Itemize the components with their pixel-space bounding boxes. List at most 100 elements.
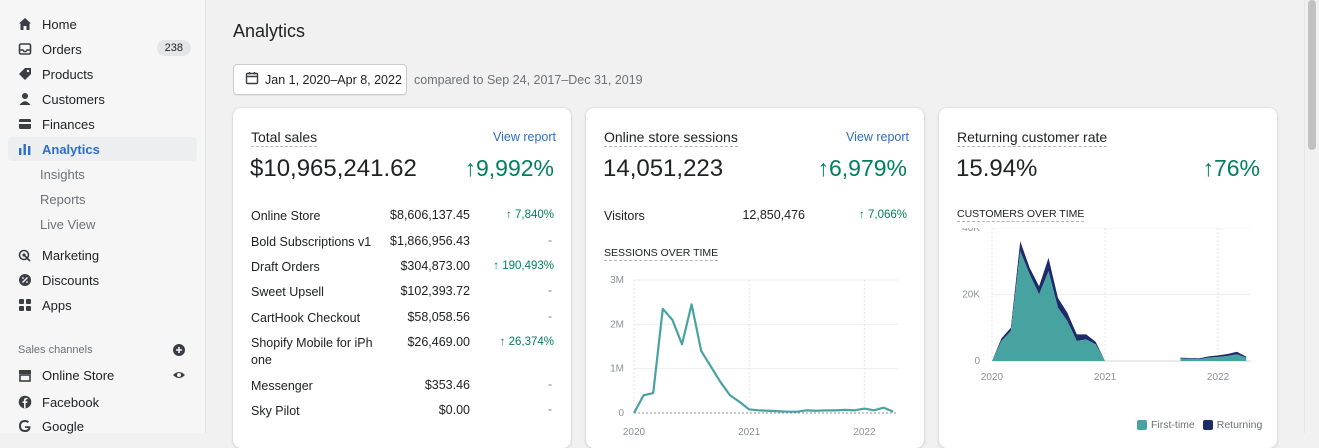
visitors-label: Visitors bbox=[604, 209, 645, 223]
google-icon bbox=[18, 419, 32, 433]
sales-channel-value: $1,866,956.43 bbox=[390, 234, 470, 248]
finances-icon bbox=[18, 117, 32, 131]
apps-icon bbox=[18, 298, 32, 312]
chart-legend: First-time Returning bbox=[1137, 419, 1262, 431]
sidebar-item-online-store[interactable]: Online Store bbox=[8, 363, 197, 387]
sessions-value: 14,051,223 bbox=[603, 155, 724, 182]
sales-channels-heading: Sales channels bbox=[18, 344, 93, 356]
sidebar-item-marketing[interactable]: Marketing bbox=[8, 243, 197, 267]
sessions-change: ↑6,979% bbox=[817, 155, 907, 181]
sessions-series-line bbox=[633, 303, 894, 414]
visitors-value: 12,850,476 bbox=[742, 208, 805, 222]
customers-icon bbox=[18, 92, 32, 106]
customers-over-time-chart: 0 20K 40K 2020 2021 2022 bbox=[962, 228, 1251, 383]
y-tick-label: 40K bbox=[962, 228, 980, 234]
sales-channel-change: - bbox=[548, 235, 552, 247]
discounts-icon bbox=[18, 273, 32, 287]
facebook-icon bbox=[18, 395, 32, 409]
eye-icon[interactable] bbox=[172, 368, 186, 382]
total-sales-card: Total sales View report $10,965,241.62 ↑… bbox=[233, 108, 571, 448]
sales-channel-label: CartHook Checkout bbox=[251, 311, 361, 325]
date-range-button[interactable]: Jan 1, 2020–Apr 8, 2022 bbox=[233, 64, 407, 95]
sessions-chart-title: SESSIONS OVER TIME bbox=[604, 247, 719, 261]
sales-channel-value: $8,606,137.45 bbox=[390, 208, 470, 222]
sidebar-item-label: Apps bbox=[42, 297, 72, 313]
sales-channel-label: Draft Orders bbox=[251, 260, 320, 274]
first-time-area-2 bbox=[1180, 354, 1247, 361]
total-sales-value: $10,965,241.62 bbox=[250, 155, 417, 182]
products-icon bbox=[18, 67, 32, 81]
sidebar-item-label: Marketing bbox=[42, 247, 100, 263]
sidebar-subitem-live-view[interactable]: Live View bbox=[40, 217, 96, 232]
sales-channel-value: $353.46 bbox=[424, 378, 470, 392]
sidebar-item-apps[interactable]: Apps bbox=[8, 293, 197, 317]
x-tick-label: 2020 bbox=[981, 372, 1004, 383]
sidebar-item-facebook[interactable]: Facebook bbox=[8, 390, 197, 414]
legend-label-first-time: First-time bbox=[1151, 419, 1195, 431]
sidebar-item-label: Analytics bbox=[42, 141, 100, 157]
legend-swatch-first-time bbox=[1137, 420, 1147, 430]
date-range-label: Jan 1, 2020–Apr 8, 2022 bbox=[265, 72, 402, 87]
card-title: Returning customer rate bbox=[957, 129, 1108, 147]
online-store-icon bbox=[18, 368, 32, 382]
sales-channel-label: Messenger bbox=[251, 379, 313, 393]
sales-channel-value: $58,058.56 bbox=[407, 310, 470, 324]
sales-channel-change: ↑ 7,840% bbox=[506, 209, 554, 221]
sidebar-item-label: Customers bbox=[42, 91, 105, 107]
x-tick-label: 2022 bbox=[1207, 372, 1230, 383]
y-tick-label: 0 bbox=[618, 408, 624, 419]
sales-channel-label: Sky Pilot bbox=[251, 404, 300, 418]
x-tick-label: 2021 bbox=[1094, 372, 1117, 383]
page-title: Analytics bbox=[233, 21, 306, 41]
scrollbar-thumb[interactable] bbox=[1308, 0, 1316, 150]
returning-rate-change: ↑76% bbox=[1202, 155, 1260, 181]
sidebar-item-home[interactable]: Home bbox=[8, 12, 197, 36]
returning-customer-rate-card: Returning customer rate 15.94% ↑76% CUST… bbox=[939, 108, 1277, 448]
sidebar-subitem-reports[interactable]: Reports bbox=[40, 192, 86, 207]
sidebar-item-analytics[interactable]: Analytics bbox=[8, 137, 197, 161]
sidebar-item-label: Orders bbox=[42, 41, 82, 57]
view-report-link[interactable]: View report bbox=[846, 130, 909, 144]
sidebar-item-label: Online Store bbox=[42, 367, 115, 383]
orders-count-badge: 238 bbox=[156, 40, 191, 56]
y-tick-label: 1M bbox=[610, 364, 624, 375]
sidebar-item-label: Google bbox=[42, 418, 84, 434]
sales-channel-value: $102,393.72 bbox=[400, 284, 470, 298]
sidebar-item-discounts[interactable]: Discounts bbox=[8, 268, 197, 292]
sales-channel-label: Sweet Upsell bbox=[251, 285, 324, 299]
sidebar-item-label: Products bbox=[42, 66, 94, 82]
sidebar-item-label: Facebook bbox=[42, 394, 100, 410]
page-scrollbar[interactable] bbox=[1304, 0, 1319, 433]
card-title: Online store sessions bbox=[604, 129, 738, 147]
sales-channel-label: Shopify Mobile for iPh one bbox=[251, 336, 373, 367]
sidebar-item-customers[interactable]: Customers bbox=[8, 87, 197, 111]
sales-channel-value: $26,469.00 bbox=[407, 335, 470, 349]
add-channel-icon[interactable] bbox=[172, 343, 186, 357]
sales-channel-change: ↑ 26,374% bbox=[499, 336, 554, 348]
returning-area-2 bbox=[1180, 351, 1247, 360]
visitors-change: ↑ 7,066% bbox=[859, 209, 907, 221]
first-time-area-1 bbox=[992, 251, 1106, 361]
y-tick-label: 3M bbox=[610, 275, 624, 286]
sales-channel-change: - bbox=[548, 311, 552, 323]
sidebar-item-finances[interactable]: Finances bbox=[8, 112, 197, 136]
sales-channel-change: ↑ 190,493% bbox=[493, 260, 554, 272]
sidebar-item-products[interactable]: Products bbox=[8, 62, 197, 86]
sales-channel-value: $304,873.00 bbox=[400, 259, 470, 273]
legend-swatch-returning bbox=[1202, 420, 1213, 430]
sales-channel-change: - bbox=[548, 285, 552, 297]
sidebar-item-google[interactable]: Google bbox=[8, 414, 197, 438]
sidebar-subitem-insights[interactable]: Insights bbox=[40, 167, 85, 182]
sidebar-item-label: Discounts bbox=[42, 272, 100, 288]
comparison-period-text: compared to Sep 24, 2017–Dec 31, 2019 bbox=[414, 73, 643, 87]
calendar-icon bbox=[245, 71, 259, 88]
view-report-link[interactable]: View report bbox=[493, 130, 556, 144]
returning-rate-value: 15.94% bbox=[956, 155, 1038, 182]
y-tick-label: 2M bbox=[610, 319, 624, 330]
returning-area-1 bbox=[992, 241, 1106, 361]
orders-icon bbox=[18, 42, 32, 56]
customers-chart-title: CUSTOMERS OVER TIME bbox=[957, 208, 1085, 222]
sidebar-item-orders[interactable]: Orders 238 bbox=[8, 37, 197, 61]
sidebar: Home Orders 238 Products Customers Finan… bbox=[0, 0, 206, 434]
